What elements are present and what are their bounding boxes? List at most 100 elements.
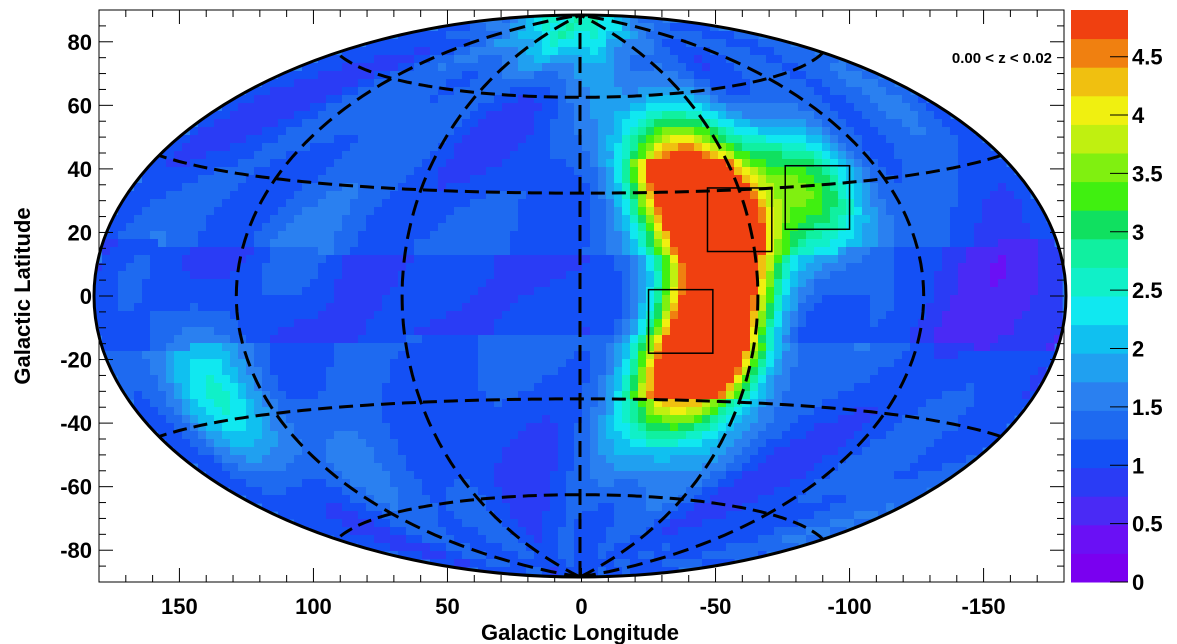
map-cell bbox=[494, 71, 503, 80]
map-cell bbox=[158, 351, 167, 360]
map-cell bbox=[822, 335, 831, 344]
map-cell bbox=[854, 159, 863, 168]
map-cell bbox=[374, 191, 383, 200]
map-cell bbox=[502, 63, 511, 72]
map-cell bbox=[894, 247, 903, 256]
map-cell bbox=[886, 247, 895, 256]
map-cell bbox=[286, 383, 295, 392]
map-cell bbox=[630, 87, 639, 96]
map-cell bbox=[462, 183, 471, 192]
map-cell bbox=[446, 231, 455, 240]
map-cell bbox=[286, 103, 295, 112]
map-cell bbox=[974, 311, 983, 320]
map-cell bbox=[686, 215, 695, 224]
map-cell bbox=[870, 151, 879, 160]
map-cell bbox=[454, 255, 463, 264]
map-cell bbox=[214, 359, 223, 368]
map-cell bbox=[950, 311, 959, 320]
map-cell bbox=[334, 271, 343, 280]
map-cell bbox=[542, 191, 551, 200]
map-cell bbox=[918, 151, 927, 160]
map-cell bbox=[134, 271, 143, 280]
map-cell bbox=[582, 327, 591, 336]
map-cell bbox=[198, 239, 207, 248]
map-cell bbox=[310, 223, 319, 232]
map-cell bbox=[366, 351, 375, 360]
map-cell bbox=[726, 367, 735, 376]
map-cell bbox=[294, 335, 303, 344]
map-cell bbox=[334, 343, 343, 352]
map-cell bbox=[822, 239, 831, 248]
map-cell bbox=[238, 287, 247, 296]
map-cell bbox=[238, 343, 247, 352]
map-cell bbox=[526, 359, 535, 368]
map-cell bbox=[142, 303, 151, 312]
map-cell bbox=[510, 311, 519, 320]
map-cell bbox=[342, 127, 351, 136]
map-cell bbox=[702, 399, 711, 408]
map-cell bbox=[838, 287, 847, 296]
map-cell bbox=[246, 391, 255, 400]
map-cell bbox=[718, 383, 727, 392]
map-cell bbox=[486, 295, 495, 304]
map-cell bbox=[630, 231, 639, 240]
map-cell bbox=[686, 319, 695, 328]
map-cell bbox=[694, 399, 703, 408]
map-cell bbox=[542, 151, 551, 160]
map-cell bbox=[630, 399, 639, 408]
map-cell bbox=[158, 367, 167, 376]
map-cell bbox=[1022, 215, 1031, 224]
map-cell bbox=[150, 287, 159, 296]
map-cell bbox=[734, 191, 743, 200]
map-cell bbox=[1054, 279, 1063, 288]
map-cell bbox=[510, 359, 519, 368]
map-cell bbox=[294, 151, 303, 160]
map-cell bbox=[318, 95, 327, 104]
map-cell bbox=[1014, 255, 1023, 264]
map-cell bbox=[254, 151, 263, 160]
map-cell bbox=[302, 271, 311, 280]
map-cell bbox=[502, 255, 511, 264]
map-cell bbox=[878, 367, 887, 376]
map-cell bbox=[182, 311, 191, 320]
map-cell bbox=[486, 271, 495, 280]
map-cell bbox=[318, 143, 327, 152]
map-cell bbox=[718, 135, 727, 144]
map-cell bbox=[366, 207, 375, 216]
map-cell bbox=[302, 143, 311, 152]
map-cell bbox=[246, 351, 255, 360]
map-cell bbox=[622, 295, 631, 304]
map-cell bbox=[582, 375, 591, 384]
map-cell bbox=[558, 279, 567, 288]
map-cell bbox=[678, 151, 687, 160]
map-cell bbox=[422, 295, 431, 304]
map-cell bbox=[542, 207, 551, 216]
map-cell bbox=[678, 103, 687, 112]
map-cell bbox=[734, 335, 743, 344]
map-cell bbox=[918, 111, 927, 120]
map-cell bbox=[230, 159, 239, 168]
map-cell bbox=[622, 103, 631, 112]
map-cell bbox=[326, 287, 335, 296]
map-cell bbox=[326, 311, 335, 320]
map-cell bbox=[278, 367, 287, 376]
map-cell bbox=[718, 71, 727, 80]
map-cell bbox=[334, 391, 343, 400]
map-cell bbox=[430, 167, 439, 176]
map-cell bbox=[374, 335, 383, 344]
map-cell bbox=[566, 359, 575, 368]
map-cell bbox=[350, 303, 359, 312]
map-cell bbox=[1006, 231, 1015, 240]
map-cell bbox=[454, 111, 463, 120]
map-cell bbox=[110, 327, 119, 336]
map-cell bbox=[742, 79, 751, 88]
map-cell bbox=[694, 95, 703, 104]
map-cell bbox=[918, 103, 927, 112]
map-cell bbox=[574, 335, 583, 344]
map-cell bbox=[1038, 215, 1047, 224]
map-cell bbox=[846, 143, 855, 152]
map-cell bbox=[166, 199, 175, 208]
map-cell bbox=[414, 343, 423, 352]
map-cell bbox=[526, 351, 535, 360]
map-cell bbox=[462, 319, 471, 328]
